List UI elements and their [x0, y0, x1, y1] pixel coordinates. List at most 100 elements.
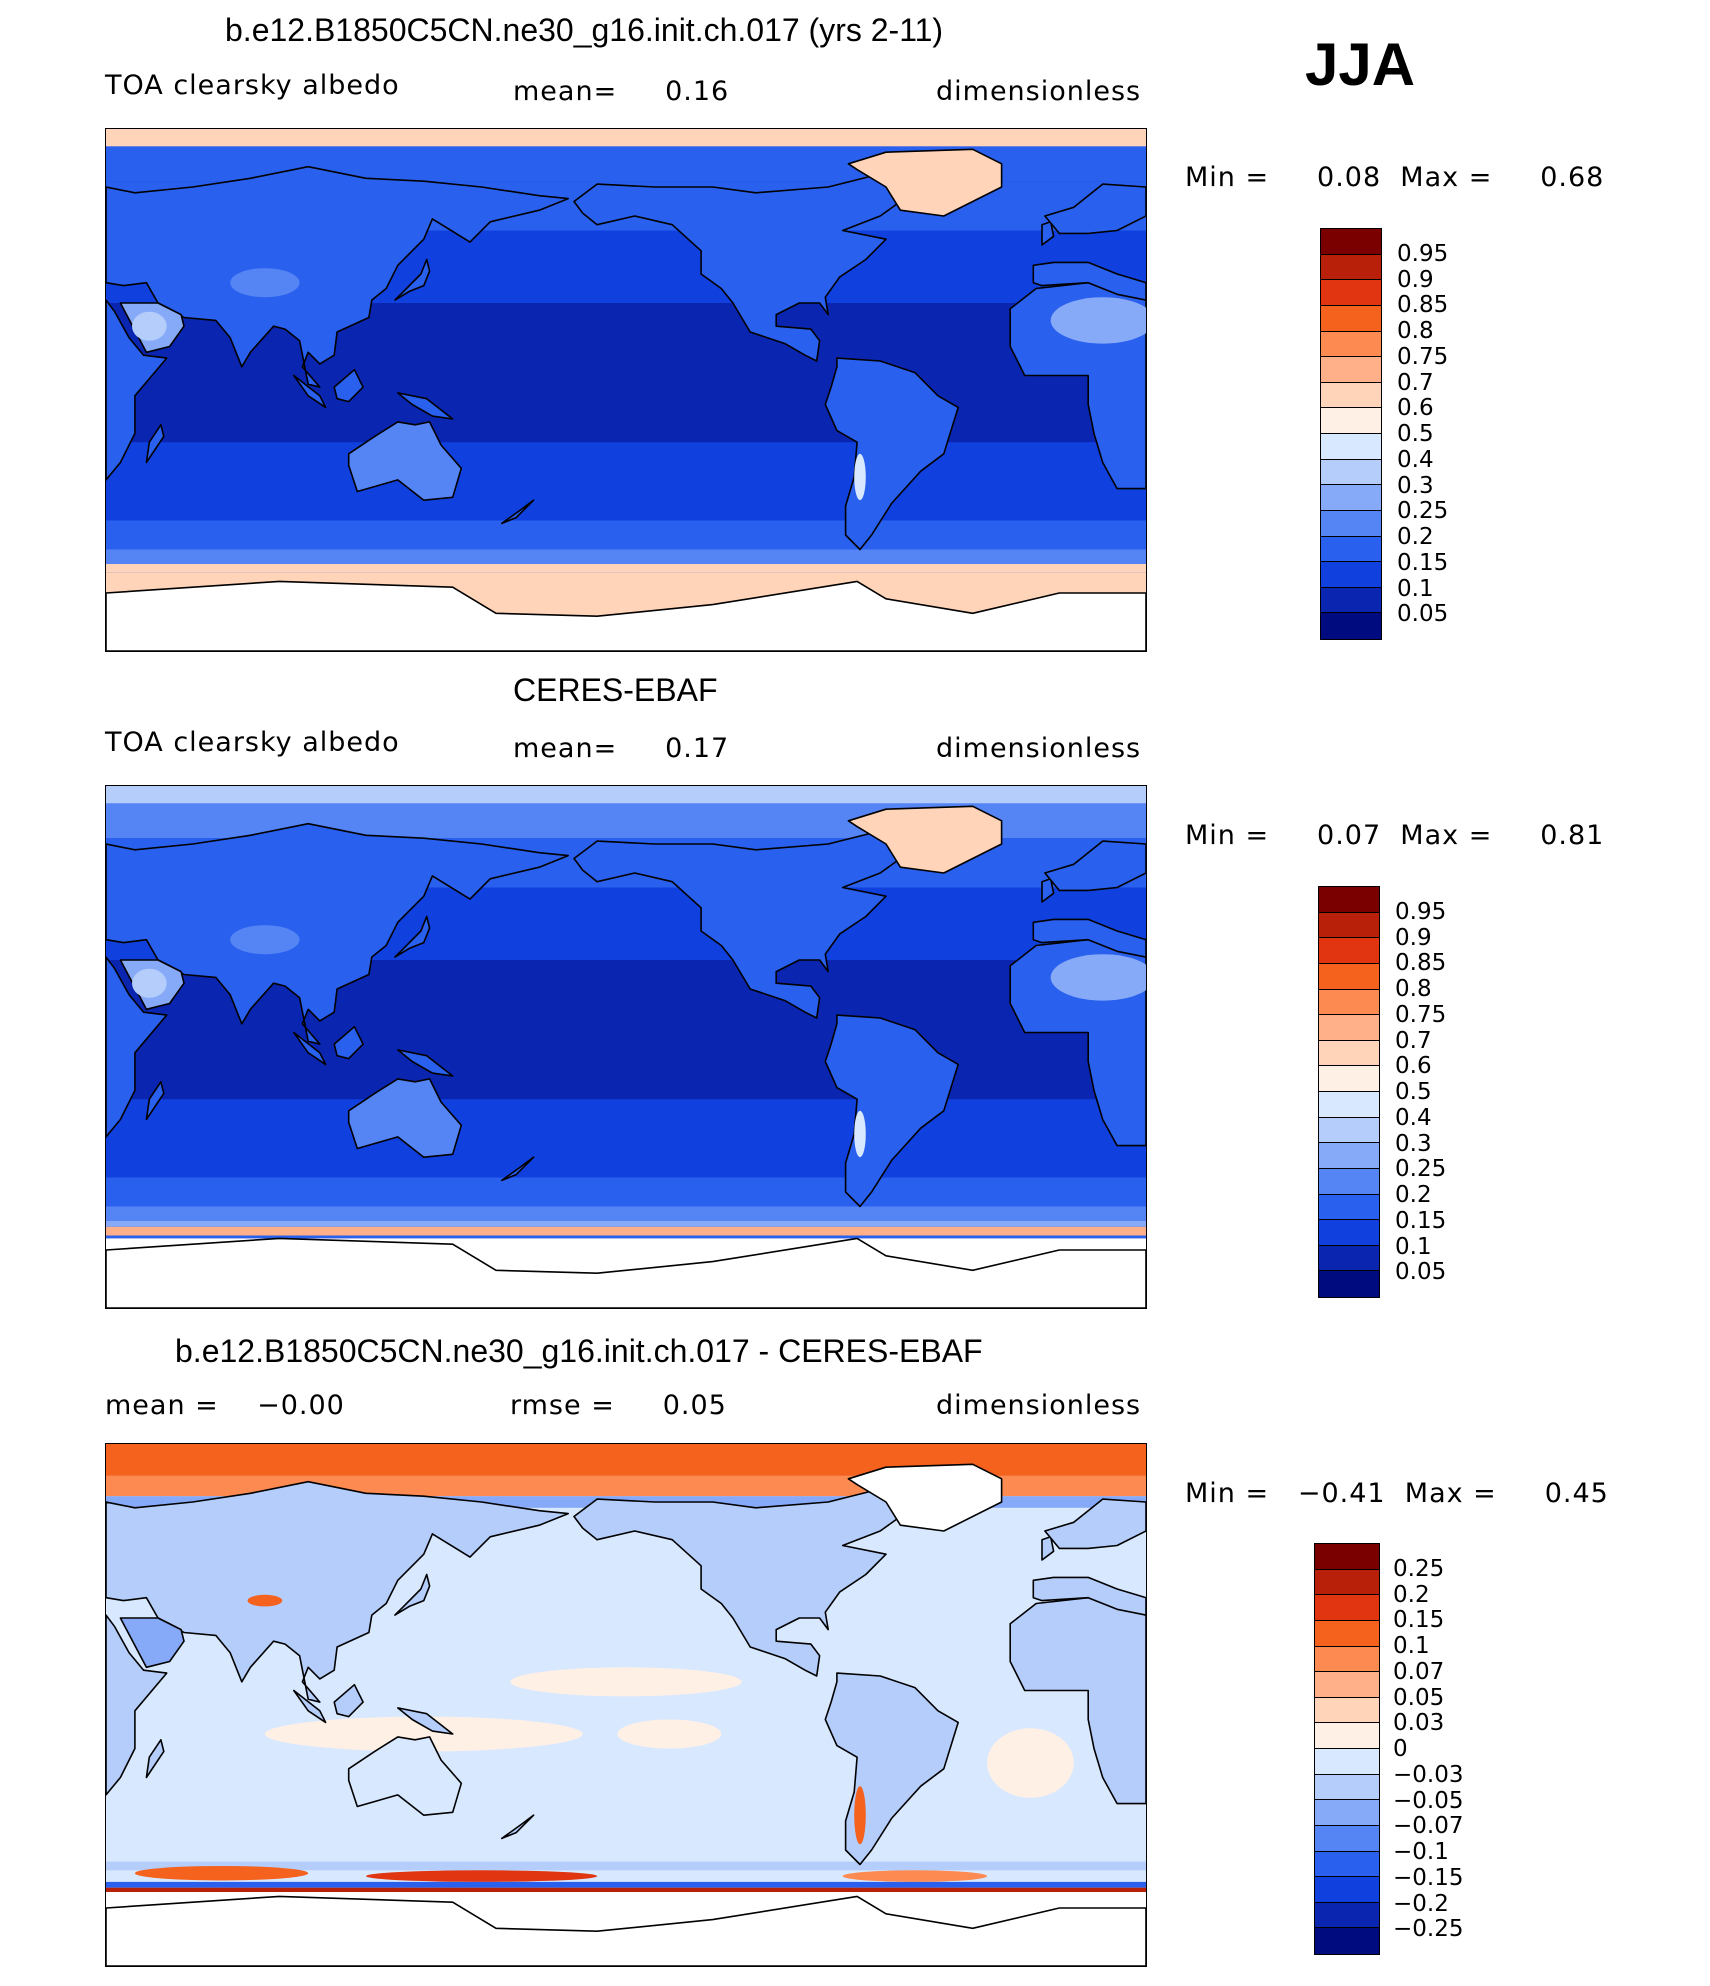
- colorbar-tick-label: −0.1: [1393, 1839, 1449, 1865]
- positive-region: [264, 1716, 583, 1752]
- colorbar-box: [1319, 1117, 1379, 1144]
- colorbar-tick-label: 0.15: [1393, 1607, 1445, 1634]
- colorbar-box: [1315, 1620, 1379, 1647]
- colorbar-box: [1315, 1544, 1379, 1570]
- colorbar-box: [1319, 1066, 1379, 1092]
- land-europe: [1032, 1576, 1146, 1616]
- colorbar-box: [1321, 485, 1381, 511]
- colorbar-tick-label: 0.95: [1395, 898, 1447, 925]
- colorbar-box: [1319, 938, 1379, 964]
- colorbar-tick-label: 0.7: [1397, 369, 1434, 396]
- positive-region: [842, 1870, 988, 1882]
- colorbar-tick-label: 0.6: [1395, 1053, 1432, 1080]
- sea-ice-band: [106, 564, 1146, 573]
- field-name: TOA clearsky albedo: [105, 727, 400, 758]
- colorbar-box: [1315, 1851, 1379, 1878]
- land-s_america: [824, 1014, 960, 1208]
- southern-ocean-band: [106, 549, 1146, 564]
- colorbar-tick-label: 0.5: [1397, 421, 1434, 447]
- land-antarctica: [106, 580, 1146, 651]
- sea-ice-band: [106, 1221, 1146, 1227]
- land-eurasia: [106, 165, 570, 388]
- positive-region: [987, 1728, 1074, 1798]
- arabia-bright: [132, 968, 167, 998]
- panel-title: b.e12.B1850C5CN.ne30_g16.init.ch.017 - C…: [175, 1333, 983, 1369]
- colorbar-tick-label: −0.25: [1393, 1916, 1464, 1943]
- colorbar-tick-label: −0.05: [1393, 1787, 1464, 1814]
- land-sumatra: [293, 374, 327, 409]
- colorbar-tick-label: 0.25: [1395, 1156, 1447, 1183]
- colorbar-tick-label: 0.2: [1397, 524, 1434, 550]
- land-borneo: [333, 1683, 364, 1718]
- colorbar-tick-label: 0.1: [1397, 575, 1434, 602]
- land-madagascar: [145, 423, 165, 464]
- colorbar-tick-label: 0.7: [1395, 1027, 1432, 1054]
- sahara-bright: [1050, 954, 1146, 1001]
- colorbar-tick-label: 0.03: [1393, 1710, 1445, 1737]
- colorbar-box: [1315, 1877, 1379, 1903]
- land-scandinavia: [1044, 183, 1146, 235]
- land-africa-east: [106, 1614, 168, 1796]
- colorbar-tick-label: 0.75: [1397, 343, 1449, 370]
- land-borneo: [333, 1025, 364, 1060]
- tropics-band: [106, 994, 1146, 1076]
- colorbar-box: [1321, 408, 1381, 434]
- map-plot-diff: [105, 1443, 1147, 1967]
- colorbar-box: [1315, 1800, 1379, 1826]
- colorbar-box: [1321, 254, 1381, 281]
- positive-region: [366, 1870, 598, 1882]
- colorbar-box: [1315, 1697, 1379, 1724]
- colorbar-box: [1319, 1220, 1379, 1246]
- colorbar-tick-label: 0.15: [1397, 549, 1449, 576]
- colorbar-tick-label: 0.1: [1395, 1233, 1432, 1260]
- arctic-band: [106, 786, 1146, 804]
- midlat-band: [106, 1139, 1146, 1178]
- world-map: [106, 786, 1146, 1308]
- sea-ice-band: [106, 1887, 1146, 1893]
- colorbar-box: [1319, 1168, 1379, 1195]
- land-africa-west: [1009, 1596, 1146, 1805]
- colorbar-tick-label: 0.2: [1393, 1581, 1430, 1608]
- colorbar-tick-label: 0.25: [1393, 1555, 1445, 1582]
- tibet-positive: [247, 1594, 283, 1607]
- land-australia: [347, 421, 463, 502]
- colorbar-box: [1315, 1928, 1379, 1954]
- map-plot-obs: [105, 785, 1147, 1309]
- colorbar-tick-label: 0.4: [1397, 446, 1434, 473]
- colorbar-box: [1321, 459, 1381, 486]
- colorbar-tick-label: 0.8: [1395, 976, 1432, 1002]
- positive-region: [510, 1667, 742, 1697]
- colorbar-box: [1321, 613, 1381, 639]
- colorbar-tick-label: 0: [1393, 1736, 1408, 1762]
- land-eurasia: [106, 822, 570, 1045]
- colorbar-box: [1321, 280, 1381, 306]
- colorbar-box: [1315, 1672, 1379, 1698]
- land-australia: [347, 1736, 463, 1817]
- colorbar-box: [1321, 536, 1381, 563]
- colorbar-box: [1315, 1825, 1379, 1852]
- world-map: [106, 1444, 1146, 1966]
- colorbar-box: [1321, 434, 1381, 460]
- colorbar-box: [1315, 1774, 1379, 1801]
- colorbar-tick-label: 0.4: [1395, 1104, 1432, 1131]
- land-n_america: [573, 171, 902, 362]
- asia-desert: [230, 925, 300, 955]
- colorbar-box: [1321, 510, 1381, 537]
- southern-ocean-band: [106, 520, 1146, 550]
- panel-title: b.e12.B1850C5CN.ne30_g16.init.ch.017 (yr…: [225, 12, 944, 48]
- arctic-band: [106, 1444, 1146, 1476]
- colorbar-tick-label: 0.05: [1393, 1684, 1445, 1711]
- land-madagascar: [145, 1080, 165, 1121]
- colorbar-box: [1319, 989, 1379, 1016]
- andes-bright: [854, 1110, 866, 1158]
- colorbar-box: [1315, 1902, 1379, 1929]
- land-borneo: [333, 368, 364, 403]
- southern-ocean-band: [106, 1206, 1146, 1221]
- colorbar-box: [1321, 357, 1381, 383]
- colorbar-tick-label: 0.85: [1397, 292, 1449, 319]
- land-n_america: [573, 1486, 902, 1677]
- colorbar-box: [1315, 1646, 1379, 1673]
- land-antarctica: [106, 1237, 1146, 1308]
- land-australia: [347, 1078, 463, 1159]
- colorbar-tick-label: 0.1: [1393, 1633, 1430, 1659]
